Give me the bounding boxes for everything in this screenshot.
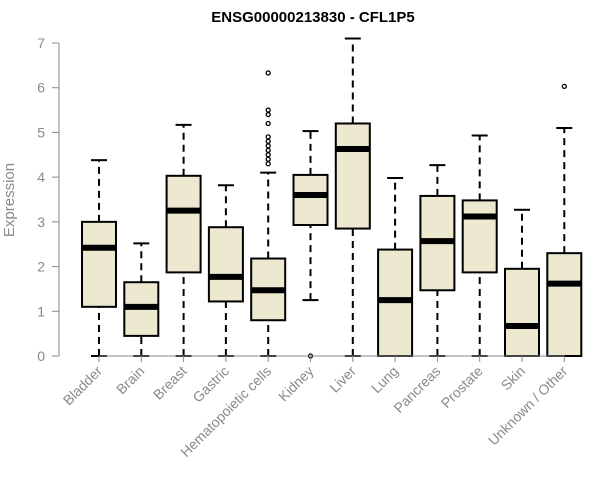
box-liver	[334, 37, 371, 357]
y-tick-label: 6	[37, 80, 45, 96]
box-lung	[377, 177, 414, 357]
box-pancreas	[419, 164, 456, 357]
box-body	[546, 252, 583, 358]
x-tick-label: Liver	[326, 363, 359, 396]
outlier-point	[265, 120, 271, 127]
y-tick-label: 2	[37, 259, 45, 275]
y-tick-label: 5	[37, 124, 45, 140]
box-unknown-other	[546, 83, 583, 358]
box-brain	[123, 242, 160, 357]
x-tick-label: Pancreas	[390, 363, 443, 416]
box-body	[292, 173, 329, 226]
x-tick-label: Brain	[113, 363, 147, 397]
y-tick-label: 7	[37, 35, 45, 51]
outlier-point	[265, 152, 271, 158]
box-breast	[165, 123, 202, 357]
y-axis-label: Expression	[1, 163, 18, 237]
x-tick-label: Lung	[368, 363, 401, 396]
outlier-point	[265, 70, 271, 76]
y-tick-label: 4	[37, 169, 45, 185]
plot-area	[81, 37, 583, 359]
box-body	[334, 122, 371, 230]
chart-title: ENSG00000213830 - CFL1P5	[211, 9, 414, 26]
y-tick-label: 0	[37, 348, 45, 364]
box-hematopoietic-cells	[250, 70, 287, 357]
y-axis: 0 1 2 3 4 5 6 7	[37, 35, 60, 364]
box-body	[504, 267, 540, 357]
box-body	[165, 174, 202, 274]
x-tick-label: Skin	[498, 363, 529, 394]
box-body	[461, 199, 498, 274]
outlier-point	[265, 111, 271, 118]
outlier-point	[265, 147, 271, 153]
x-tick-label: Kidney	[275, 363, 317, 405]
outlier-point	[265, 107, 271, 113]
x-tick-label: Prostate	[438, 363, 486, 411]
outlier-point	[265, 143, 271, 149]
box-body	[207, 226, 244, 303]
box-gastric	[207, 184, 244, 357]
outlier-point	[265, 156, 271, 162]
box-skin	[504, 208, 540, 357]
box-bladder	[81, 159, 117, 357]
outlier-point	[561, 83, 567, 90]
y-tick-label: 1	[37, 303, 45, 319]
outlier-point	[265, 134, 271, 140]
box-body	[81, 220, 117, 308]
x-tick-label: Breast	[150, 363, 190, 403]
outlier-point	[265, 138, 271, 145]
x-tick-label: Bladder	[60, 363, 106, 409]
x-tick-label: Unknown / Other	[485, 363, 571, 449]
y-tick-label: 3	[37, 214, 45, 230]
outlier-point	[265, 161, 271, 167]
box-kidney	[292, 130, 329, 359]
box-prostate	[461, 134, 498, 357]
